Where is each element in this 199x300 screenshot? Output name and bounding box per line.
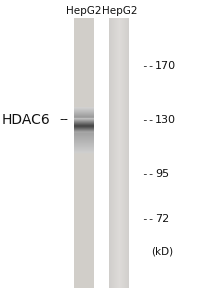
Text: HepG2: HepG2 <box>66 6 101 16</box>
Text: 72: 72 <box>155 214 170 224</box>
Text: 130: 130 <box>155 115 176 125</box>
Text: HepG2: HepG2 <box>102 6 137 16</box>
Text: 95: 95 <box>155 169 169 179</box>
Text: --: -- <box>141 169 155 179</box>
Text: --: -- <box>60 113 69 127</box>
Text: 170: 170 <box>155 61 176 71</box>
Text: --: -- <box>141 61 155 71</box>
Text: (kD): (kD) <box>151 247 173 257</box>
Text: HDAC6: HDAC6 <box>2 113 51 127</box>
Text: --: -- <box>141 115 155 125</box>
Text: --: -- <box>141 214 155 224</box>
